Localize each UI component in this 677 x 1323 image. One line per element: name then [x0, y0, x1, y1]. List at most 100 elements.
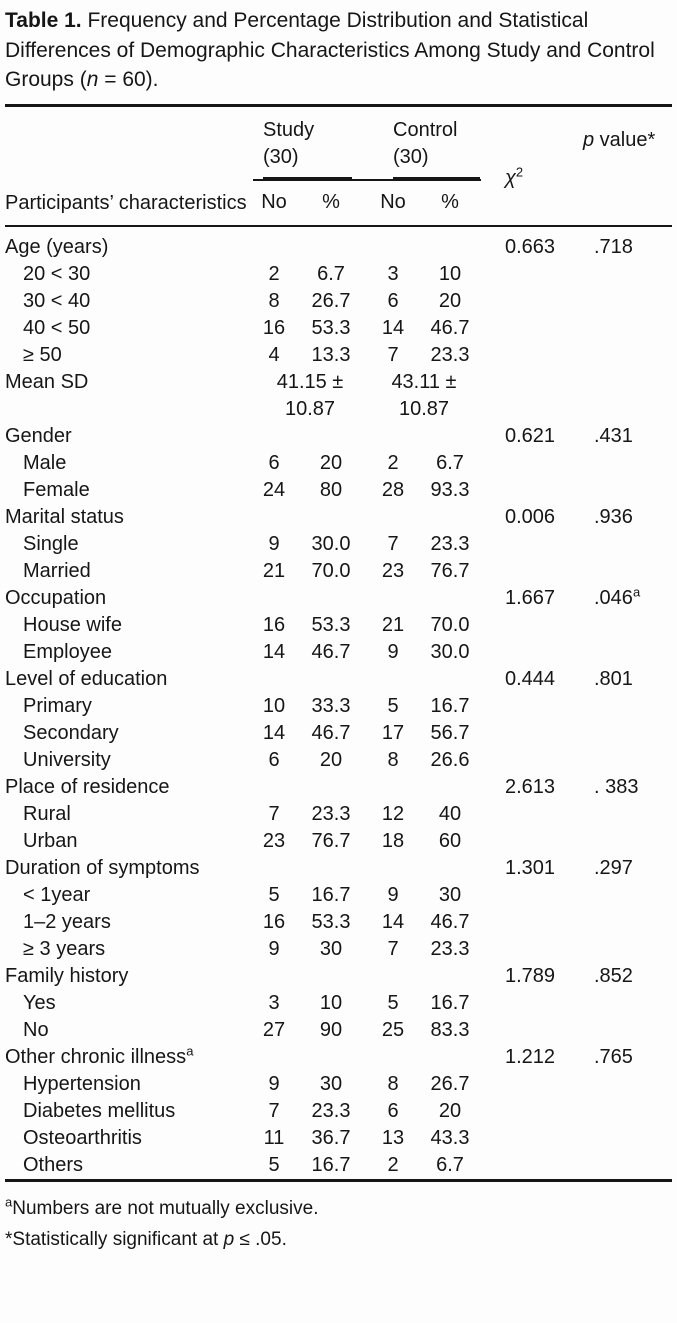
study-mean-sd: 10.87 [284, 397, 336, 420]
table-caption-text: Frequency and Percentage Distribution an… [5, 9, 655, 91]
p-value: .297 [594, 856, 633, 879]
control-percent: 70.0 [430, 613, 470, 636]
study-no: 7 [268, 802, 280, 825]
study-percent: 16.7 [311, 883, 351, 906]
p-value: .852 [594, 964, 633, 987]
chi-square-value [481, 450, 583, 477]
table-header: Participants’ characteristics Study (30) … [5, 105, 672, 227]
table-row: ≥ 3 years 9 30 7 23.3 [5, 936, 672, 963]
p-value [583, 909, 672, 936]
control-no: 6 [387, 289, 399, 312]
study-percent: 23.3 [311, 1099, 351, 1122]
table-row: Employee 14 46.7 9 30.0 [5, 639, 672, 666]
chi-square-value [481, 828, 583, 855]
control-no: 17 [381, 721, 405, 744]
p-value [583, 720, 672, 747]
control-percent [419, 1044, 481, 1071]
control-percent: 16.7 [430, 694, 470, 717]
control-no [367, 774, 419, 801]
study-percent [295, 963, 367, 990]
study-no [253, 855, 295, 882]
control-percent [419, 504, 481, 531]
study-percent [295, 226, 367, 261]
table-row: Level of education 0.444 .801 [5, 666, 672, 693]
row-label: Others [23, 1153, 84, 1176]
chi-square-value: 1.667 [505, 586, 556, 609]
control-no: 25 [381, 1018, 405, 1041]
study-percent: 20 [319, 748, 343, 771]
control-no: 23 [381, 559, 405, 582]
study-no [253, 585, 295, 612]
p-value [583, 990, 672, 1017]
study-percent [295, 504, 367, 531]
control-percent: 10 [438, 262, 462, 285]
row-label: 1–2 years [23, 910, 111, 933]
control-no: 14 [381, 316, 405, 339]
chi-square-value [481, 882, 583, 909]
study-percent: 53.3 [311, 613, 351, 636]
subheader-control-no: No [367, 179, 419, 227]
control-percent: 26.7 [430, 1072, 470, 1095]
study-no [253, 963, 295, 990]
table-row: Occupation 1.667 .046a [5, 585, 672, 612]
table-row: Rural 7 23.3 12 40 [5, 801, 672, 828]
subheader-study-no: No [253, 179, 295, 227]
study-percent: 16.7 [311, 1153, 351, 1176]
p-value [583, 747, 672, 774]
control-no: 9 [387, 640, 399, 663]
control-mean-sd: 43.11 ± [391, 370, 457, 393]
study-percent: 6.7 [317, 262, 345, 285]
study-percent: 46.7 [311, 721, 351, 744]
header-participants-characteristics: Participants’ characteristics [5, 105, 253, 227]
control-no: 6 [387, 1099, 399, 1122]
study-no: 6 [268, 748, 280, 771]
p-value [583, 288, 672, 315]
control-no: 3 [387, 262, 399, 285]
p-value [583, 1071, 672, 1098]
row-label: ≥ 50 [23, 343, 62, 366]
study-no: 14 [262, 640, 286, 663]
study-no [253, 1044, 295, 1071]
study-no [253, 423, 295, 450]
table-row: University 6 20 8 26.6 [5, 747, 672, 774]
control-no: 21 [381, 613, 405, 636]
study-percent: 10 [319, 991, 343, 1014]
footnote-significance: *Statistically significant at p ≤ .05. [5, 1228, 287, 1250]
row-label: 20 < 30 [23, 262, 91, 285]
study-percent: 53.3 [311, 910, 351, 933]
study-no: 9 [268, 937, 280, 960]
row-label: < 1year [23, 883, 91, 906]
study-no: 10 [262, 694, 286, 717]
row-label: House wife [23, 613, 122, 636]
study-no: 11 [263, 1126, 285, 1149]
row-label: Marital status [5, 505, 124, 528]
control-percent: 76.7 [430, 559, 470, 582]
row-label: Duration of symptoms [5, 856, 200, 879]
study-no: 21 [262, 559, 286, 582]
chi-square-value: 0.444 [505, 667, 556, 690]
p-value: .936 [594, 505, 633, 528]
study-no: 16 [262, 910, 286, 933]
chi-square-value: 0.621 [505, 424, 556, 447]
p-value [583, 1017, 672, 1044]
table-row: Hypertension 9 30 8 26.7 [5, 1071, 672, 1098]
row-label: Married [23, 559, 91, 582]
chi-square-value [481, 612, 583, 639]
study-percent [295, 855, 367, 882]
p-value [583, 612, 672, 639]
table-body: Age (years) 0.663.718 20 < 30 2 6.7 3 10 30 < 4… [5, 226, 672, 1181]
p-value [583, 342, 672, 369]
control-percent: 20 [438, 1099, 462, 1122]
control-percent: 30 [438, 883, 462, 906]
table-row: Age (years) 0.663 .718 [5, 226, 672, 261]
control-no: 12 [381, 802, 405, 825]
study-no: 4 [268, 343, 280, 366]
control-no: 28 [381, 478, 405, 501]
study-no: 2 [268, 262, 280, 285]
row-label: Secondary [23, 721, 119, 744]
study-percent [295, 585, 367, 612]
chi-square-value [481, 531, 583, 558]
chi-square-value [481, 639, 583, 666]
table-row: Marital status 0.006 .936 [5, 504, 672, 531]
row-label: Family history [5, 964, 129, 987]
